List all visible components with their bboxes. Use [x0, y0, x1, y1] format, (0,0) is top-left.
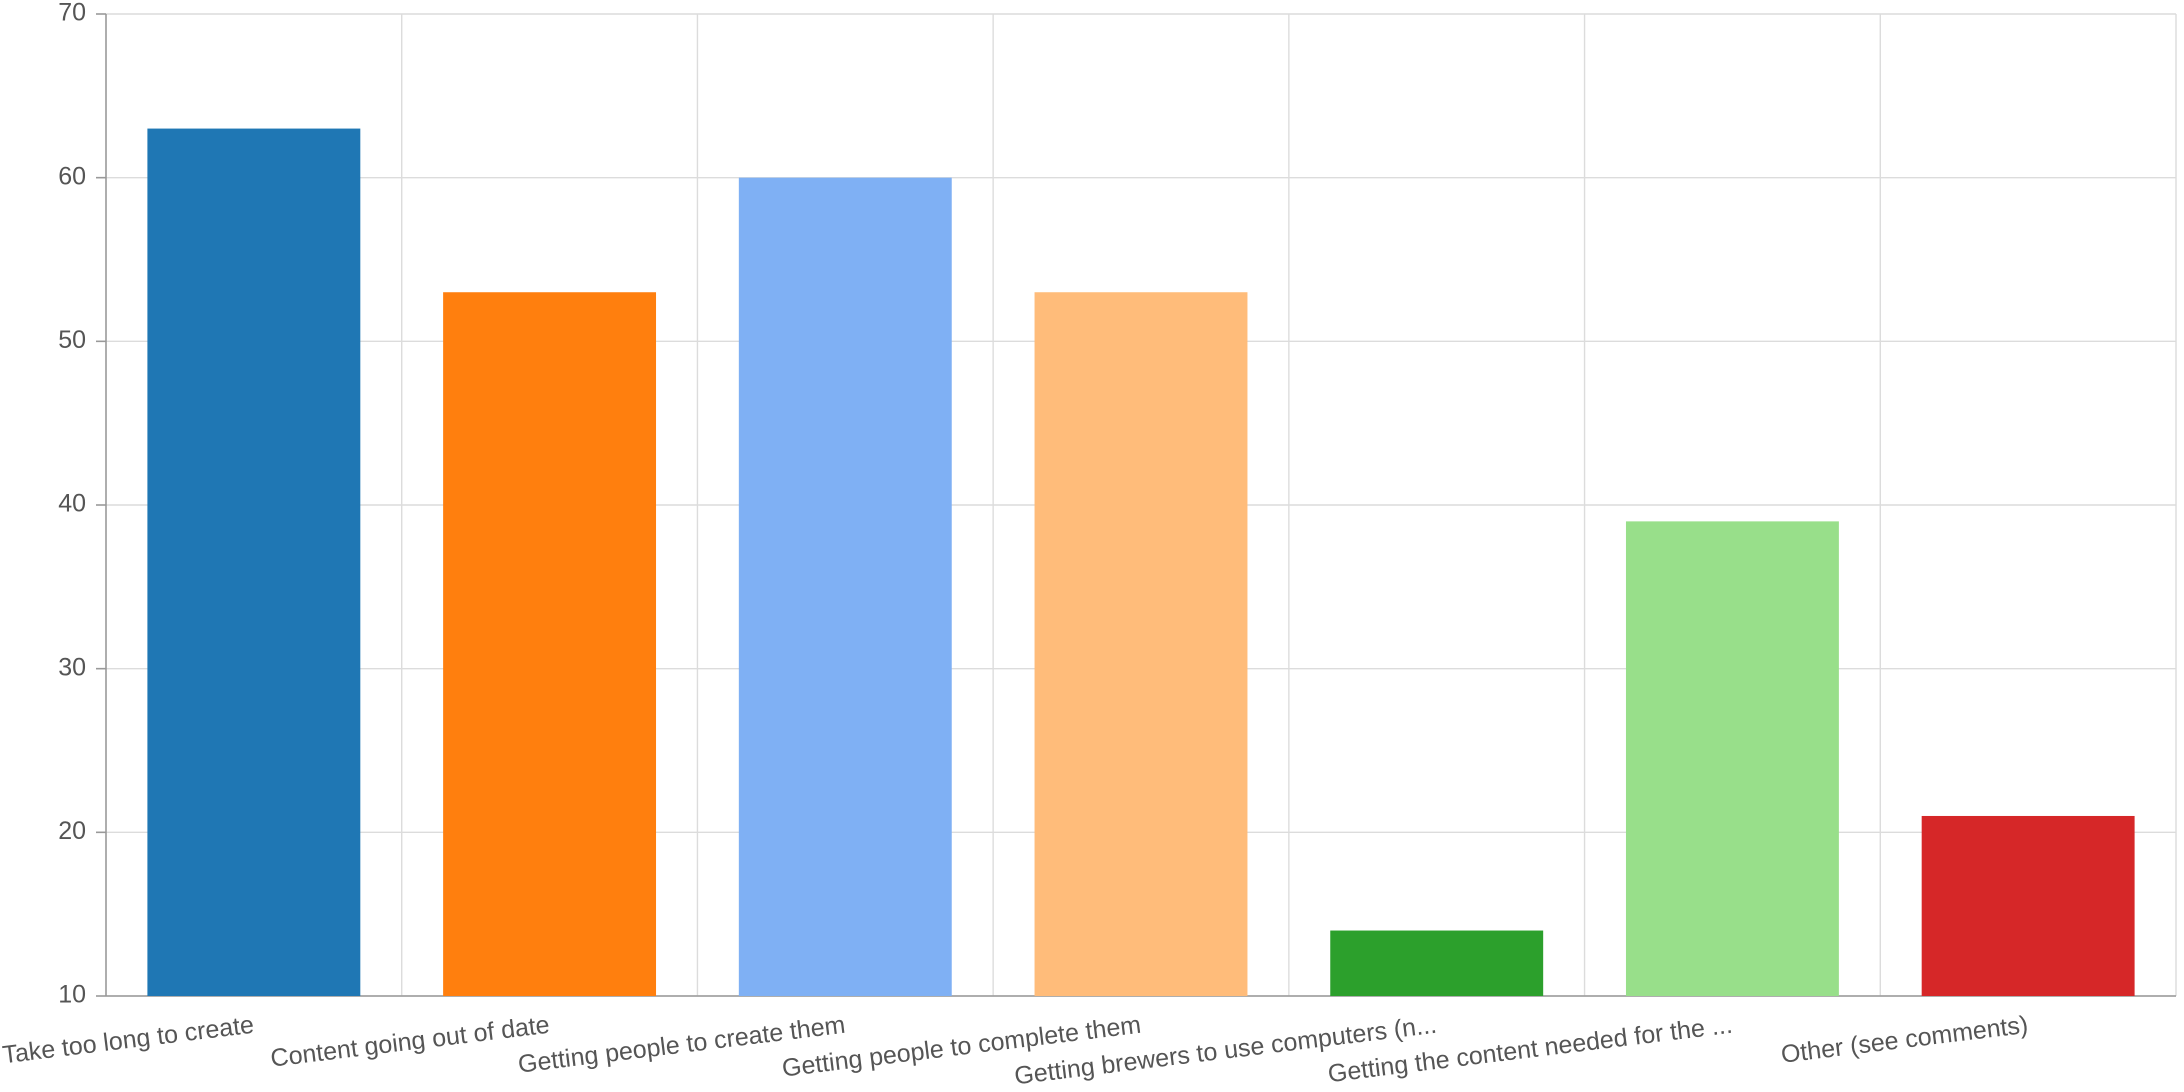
bar: [1921, 815, 2135, 996]
bar: [1034, 292, 1248, 996]
y-tick-label: 10: [58, 981, 86, 1009]
bar: [738, 177, 952, 996]
bar: [147, 128, 361, 997]
y-tick-label: 30: [58, 653, 86, 681]
bar: [1625, 521, 1839, 996]
bar: [443, 292, 657, 996]
x-tick-label: Other (see comments): [1779, 1011, 2029, 1069]
y-tick-label: 40: [58, 490, 86, 518]
bar: [1330, 930, 1544, 996]
y-tick-label: 70: [58, 0, 86, 27]
y-tick-label: 50: [58, 326, 86, 354]
x-tick-label: Content going out of date: [269, 1011, 551, 1073]
x-tick-label: Take too long to create: [1, 1011, 255, 1070]
y-tick-label: 20: [58, 817, 86, 845]
y-tick-label: 60: [58, 162, 86, 190]
